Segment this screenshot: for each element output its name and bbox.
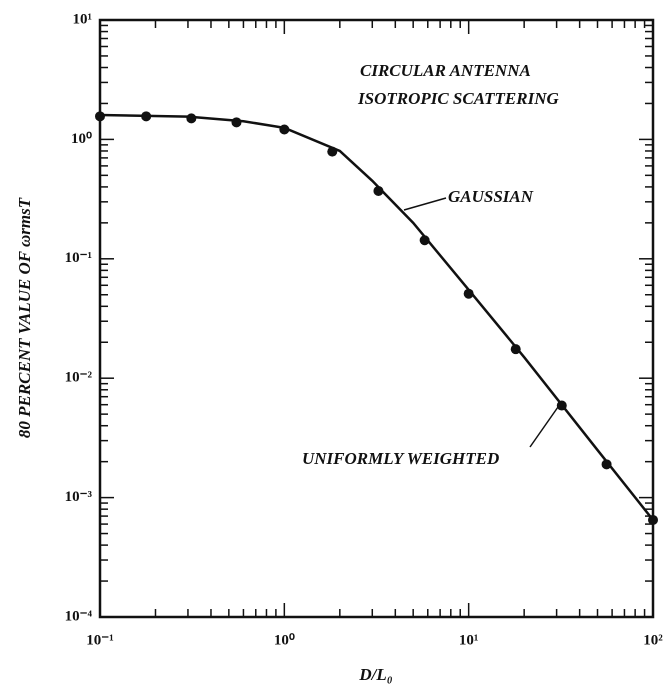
data-point [186,113,197,124]
y-tick-label: 10⁻¹ [65,250,92,266]
y-tick-label: 10⁻⁴ [65,608,93,624]
data-point [556,400,567,411]
data-point [463,288,474,299]
gaussian-curve [99,113,654,521]
y-tick-label: 10⁻³ [65,489,93,505]
data-point [601,459,612,470]
x-tick-label: 10² [643,632,663,648]
data-point [648,514,658,525]
leader-line [529,406,559,448]
data-point [327,146,338,157]
leader-line [403,197,447,211]
x-tick-label: 10¹ [459,632,479,648]
y-tick-label: 10⁰ [71,131,92,147]
annotation: UNIFORMLY WEIGHTED [302,449,499,468]
y-axis-label: 80 PERCENT VALUE OF ωrmsT [15,197,34,438]
x-tick-label: 10⁻¹ [86,632,113,648]
data-point [95,111,105,122]
data-point [419,235,430,246]
data-point [231,117,242,128]
data-point [141,111,152,122]
data-point [510,344,521,355]
annotation: ISOTROPIC SCATTERING [357,89,559,108]
data-point [373,185,384,196]
x-tick-label: 10⁰ [274,632,295,648]
data-point [279,124,290,135]
x-axis-label: D/L₀ [358,665,392,684]
plot-frame [98,18,655,619]
annotation: CIRCULAR ANTENNA [360,61,531,80]
y-tick-label: 10⁻² [65,370,93,386]
y-tick-label: 10¹ [73,11,93,27]
annotation: GAUSSIAN [448,187,534,206]
